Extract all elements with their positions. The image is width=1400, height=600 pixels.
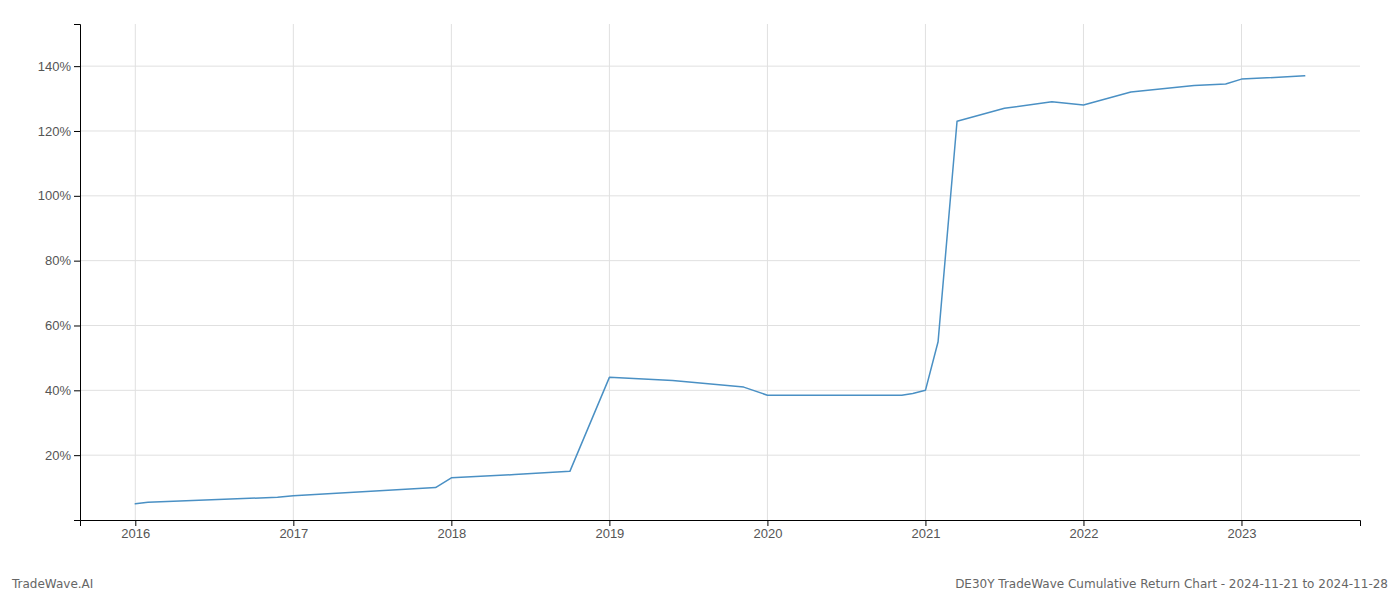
x-tick-label: 2023 <box>1228 526 1257 541</box>
x-tick: 2022 <box>1069 520 1098 541</box>
grid-line-x <box>1083 24 1084 520</box>
line <box>135 76 1304 504</box>
y-tick-label: 120% <box>38 124 72 139</box>
grid-line-y <box>80 390 1360 391</box>
x-tick: 2021 <box>911 520 940 541</box>
grid-line-x <box>609 24 610 520</box>
y-tick: 60% <box>45 318 80 333</box>
grid-line-y <box>80 66 1360 67</box>
y-tick: 120% <box>38 124 80 139</box>
grid-line-y <box>80 130 1360 131</box>
x-tick-label: 2021 <box>911 526 940 541</box>
x-tick-label: 2020 <box>753 526 782 541</box>
marks <box>135 76 1304 504</box>
grid-line-y <box>80 260 1360 261</box>
y-tick-label: 20% <box>45 448 71 463</box>
grid-line-y <box>80 195 1360 196</box>
y-tick: 140% <box>38 59 80 74</box>
grid-line-x <box>293 24 294 520</box>
x-tick-mark <box>135 520 136 526</box>
y-tick-mark <box>74 325 80 326</box>
x-tick: 2023 <box>1228 520 1257 541</box>
grid <box>80 24 1360 520</box>
grid-line-y <box>80 455 1360 456</box>
y-tick-label: 80% <box>45 253 71 268</box>
footer-text: TradeWave.AI <box>11 577 93 591</box>
x-tick-label: 2019 <box>595 526 624 541</box>
x-tick-mark <box>767 520 768 526</box>
x-tick-label: 2017 <box>279 526 308 541</box>
x-tick-label: 2018 <box>437 526 466 541</box>
y-tick-label: 140% <box>38 59 72 74</box>
y-tick-mark <box>74 261 80 262</box>
y-tick-mark <box>74 196 80 197</box>
grid-line-x <box>767 24 768 520</box>
y-tick: 80% <box>45 253 80 268</box>
y-axis: 20% 40% 60% 80% 100% 120% 140% <box>38 25 81 521</box>
grid-line-x <box>135 24 136 520</box>
x-tick-label: 2016 <box>121 526 150 541</box>
grid-line-x <box>925 24 926 520</box>
x-tick-mark <box>293 520 294 526</box>
chart: 2016 2017 2018 2019 2020 2021 2022 2023 20% 40% 60… <box>0 0 1400 600</box>
x-tick: 2020 <box>753 520 782 541</box>
grid-line-x <box>451 24 452 520</box>
x-tick: 2016 <box>121 520 150 541</box>
grid-line-x <box>1241 24 1242 520</box>
x-tick: 2017 <box>279 520 308 541</box>
x-tick-mark <box>451 520 452 526</box>
y-tick: 100% <box>38 188 80 203</box>
grid-line-y <box>80 325 1360 326</box>
x-tick: 2019 <box>595 520 624 541</box>
y-tick-mark <box>74 66 80 67</box>
y-tick-label: 60% <box>45 318 71 333</box>
y-tick-mark <box>74 131 80 132</box>
x-tick-mark <box>925 520 926 526</box>
y-tick-mark <box>74 390 80 391</box>
x-tick: 2018 <box>437 520 466 541</box>
x-tick-mark <box>1083 520 1084 526</box>
y-axis-line <box>74 25 81 521</box>
x-axis-line <box>81 521 1361 527</box>
x-axis: 2016 2017 2018 2019 2020 2021 2022 2023 <box>81 520 1361 541</box>
y-tick: 40% <box>45 383 80 398</box>
x-tick-label: 2022 <box>1069 526 1098 541</box>
x-tick-mark <box>1241 520 1242 526</box>
y-tick-mark <box>74 455 80 456</box>
footer-text: DE30Y TradeWave Cumulative Return Chart … <box>955 577 1388 591</box>
y-tick-label: 100% <box>38 188 72 203</box>
y-tick: 20% <box>45 448 80 463</box>
y-tick-label: 40% <box>45 383 71 398</box>
plot: 2016 2017 2018 2019 2020 2021 2022 2023 20% 40% 60… <box>38 24 1361 541</box>
x-tick-mark <box>609 520 610 526</box>
